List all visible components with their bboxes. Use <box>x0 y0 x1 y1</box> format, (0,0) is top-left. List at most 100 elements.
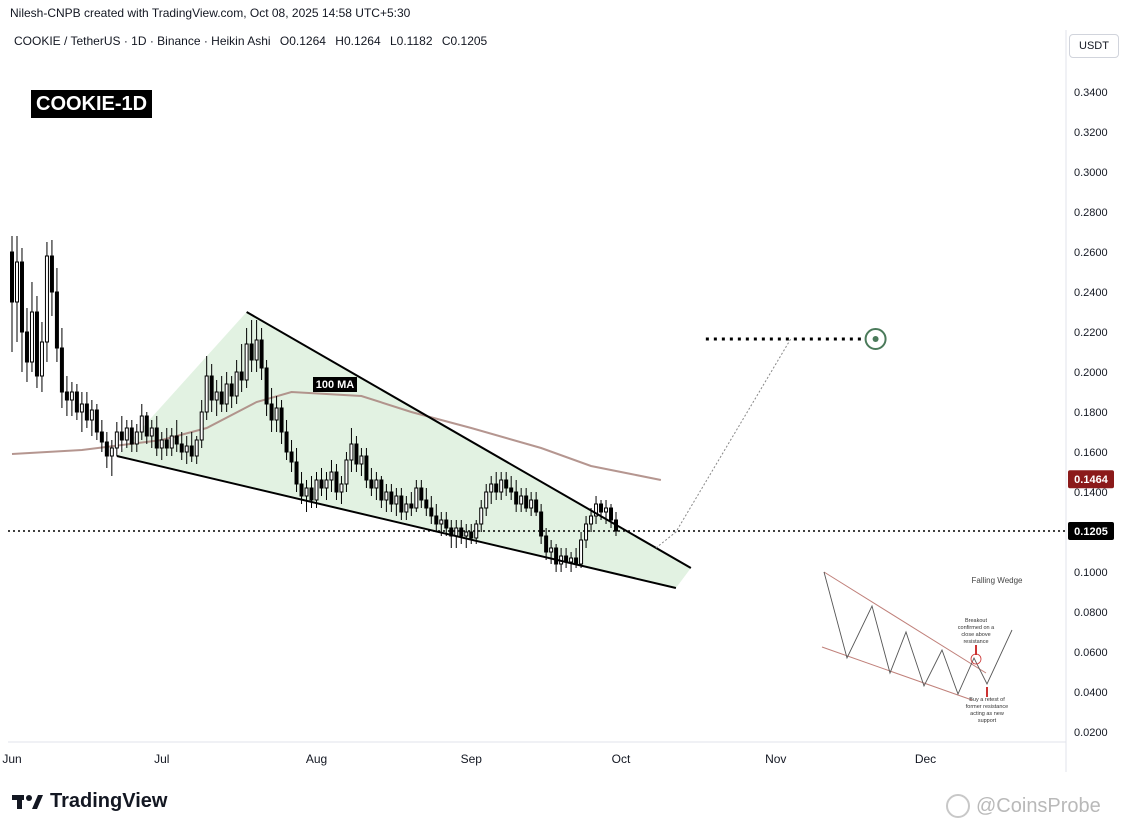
candle[interactable] <box>109 440 114 476</box>
candle[interactable] <box>274 396 279 432</box>
candle[interactable] <box>384 484 389 512</box>
candle[interactable] <box>404 496 409 520</box>
candle[interactable] <box>89 400 94 436</box>
candle[interactable] <box>149 420 154 448</box>
candle[interactable] <box>39 322 44 392</box>
candle[interactable] <box>259 328 264 380</box>
candle[interactable] <box>484 484 489 516</box>
candle[interactable] <box>249 320 254 372</box>
candle[interactable] <box>339 476 344 504</box>
candle[interactable] <box>74 384 79 420</box>
candle[interactable] <box>349 428 354 472</box>
candle[interactable] <box>594 496 599 524</box>
candle[interactable] <box>174 420 179 452</box>
candle[interactable] <box>579 532 584 568</box>
symbol-name[interactable]: COOKIE / TetherUS · 1D · Binance · Heiki… <box>14 34 271 48</box>
candle[interactable] <box>84 392 89 428</box>
candle[interactable] <box>239 344 244 392</box>
candle[interactable] <box>19 248 24 372</box>
candle[interactable] <box>389 484 394 512</box>
candle[interactable] <box>539 504 544 544</box>
candle[interactable] <box>279 400 284 444</box>
candle[interactable] <box>464 524 469 548</box>
candle[interactable] <box>434 504 439 532</box>
candle[interactable] <box>374 472 379 500</box>
candle[interactable] <box>569 552 574 572</box>
candle[interactable] <box>124 420 129 448</box>
candle[interactable] <box>49 240 54 316</box>
candle[interactable] <box>44 242 49 362</box>
candle[interactable] <box>129 420 134 452</box>
candle[interactable] <box>504 472 509 496</box>
candle[interactable] <box>79 392 84 432</box>
candle[interactable] <box>104 432 109 468</box>
candle[interactable] <box>214 380 219 416</box>
candle[interactable] <box>204 356 209 420</box>
candle[interactable] <box>144 412 149 444</box>
tradingview-logo[interactable]: TradingView <box>12 790 167 813</box>
candle[interactable] <box>184 436 189 464</box>
candle[interactable] <box>99 420 104 452</box>
candle[interactable] <box>34 296 39 388</box>
candle[interactable] <box>244 328 249 388</box>
candle[interactable] <box>134 424 139 452</box>
candle[interactable] <box>344 452 349 492</box>
candle[interactable] <box>424 488 429 516</box>
candle[interactable] <box>164 428 169 456</box>
candle[interactable] <box>444 512 449 536</box>
candle[interactable] <box>509 476 514 500</box>
candle[interactable] <box>534 492 539 516</box>
candle[interactable] <box>494 472 499 500</box>
candle[interactable] <box>394 488 399 516</box>
candle[interactable] <box>169 428 174 456</box>
candle[interactable] <box>379 476 384 508</box>
candle[interactable] <box>584 516 589 548</box>
candle[interactable] <box>554 544 559 572</box>
candle[interactable] <box>114 422 119 456</box>
wedge-upper-trendline[interactable] <box>246 311 692 569</box>
candle[interactable] <box>59 328 64 408</box>
candle[interactable] <box>264 360 269 416</box>
candle[interactable] <box>139 404 144 440</box>
candle[interactable] <box>229 376 234 408</box>
candle[interactable] <box>269 388 274 432</box>
candle[interactable] <box>459 520 464 544</box>
candle[interactable] <box>479 500 484 532</box>
candle[interactable] <box>589 508 594 532</box>
candle[interactable] <box>24 308 29 382</box>
candle[interactable] <box>199 400 204 448</box>
candle[interactable] <box>159 432 164 460</box>
candle[interactable] <box>10 236 14 352</box>
candle[interactable] <box>319 468 324 496</box>
candle[interactable] <box>69 382 74 416</box>
candle[interactable] <box>294 448 299 492</box>
candle[interactable] <box>409 492 414 516</box>
candle[interactable] <box>324 472 329 500</box>
candle[interactable] <box>179 432 184 460</box>
candle[interactable] <box>284 420 289 460</box>
candle[interactable] <box>414 480 419 512</box>
candle[interactable] <box>499 472 504 500</box>
candle[interactable] <box>359 448 364 476</box>
candle[interactable] <box>514 480 519 512</box>
candle[interactable] <box>524 488 529 512</box>
candle[interactable] <box>224 372 229 412</box>
candle[interactable] <box>14 236 19 342</box>
candle[interactable] <box>54 268 59 362</box>
candle[interactable] <box>189 432 194 462</box>
candle[interactable] <box>219 376 224 412</box>
candle[interactable] <box>609 504 614 528</box>
candle[interactable] <box>254 320 259 372</box>
candle[interactable] <box>369 468 374 496</box>
candle[interactable] <box>289 440 294 472</box>
candle[interactable] <box>194 436 199 464</box>
candle[interactable] <box>314 472 319 508</box>
candle[interactable] <box>304 480 309 512</box>
candle[interactable] <box>489 476 494 504</box>
candle[interactable] <box>94 404 99 440</box>
currency-button[interactable]: USDT <box>1069 34 1119 58</box>
candle[interactable] <box>234 360 239 404</box>
wedge-lower-trendline[interactable] <box>116 455 677 589</box>
candle[interactable] <box>334 464 339 500</box>
